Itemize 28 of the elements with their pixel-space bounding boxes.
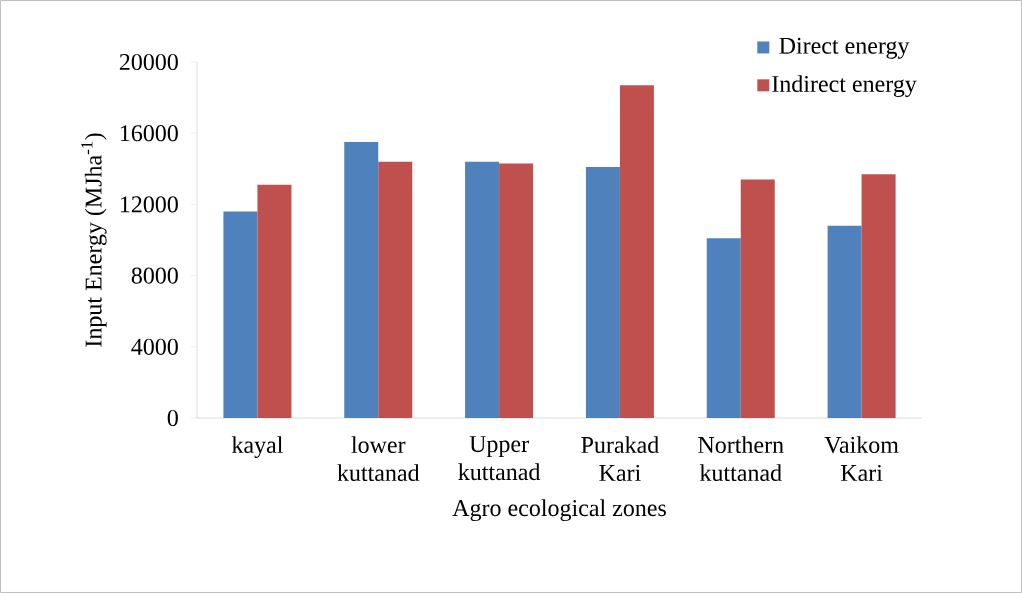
y-axis-title: Input Energy (MJha$^{-1}$)	[81, 133, 107, 347]
y-tick-label: 4000	[131, 338, 178, 355]
bar	[585, 167, 620, 418]
x-tick-label: Northern kuttanad	[698, 436, 784, 482]
y-tick-label: 0	[167, 409, 178, 427]
x-tick-label: Upper kuttanad	[458, 436, 541, 481]
x-axis-title: Agro ecological zones	[452, 499, 666, 522]
bar	[378, 161, 413, 418]
y-tick-label: 8000	[131, 267, 178, 284]
x-tick-label: kayal	[231, 436, 283, 459]
legend-label: Direct energy	[779, 37, 910, 59]
x-tick-label: lower kuttanad	[337, 436, 420, 482]
bar	[861, 174, 896, 418]
bar	[619, 85, 654, 418]
bar	[827, 225, 862, 418]
y-tick-label: 16000	[120, 125, 178, 142]
x-tick-label: Purakad Kari	[581, 436, 659, 482]
y-tick-label: 12000	[120, 196, 178, 213]
y-tick-label: 20000	[119, 53, 178, 71]
bar	[223, 211, 258, 418]
bar	[499, 163, 534, 418]
x-tick-label: Vaikom Kari	[824, 436, 899, 482]
bar	[465, 161, 500, 418]
bar	[740, 179, 775, 418]
bar	[706, 238, 741, 418]
bar	[344, 142, 379, 418]
legend-label: Indirect energy	[772, 75, 917, 98]
bar	[257, 184, 292, 418]
